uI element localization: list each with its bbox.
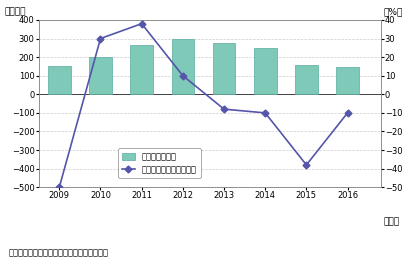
Text: （万台）: （万台） xyxy=(4,8,26,17)
Bar xyxy=(294,64,317,94)
Bar xyxy=(212,43,235,94)
Legend: 自動車販売台数, 伸び率（前年比、右軸）: 自動車販売台数, 伸び率（前年比、右軸） xyxy=(118,148,200,178)
Bar xyxy=(130,45,153,94)
Text: （年）: （年） xyxy=(383,217,399,226)
Bar xyxy=(253,48,276,94)
Text: （%）: （%） xyxy=(383,8,402,17)
Text: 資料：マークラインズから経済産業省作成。: 資料：マークラインズから経済産業省作成。 xyxy=(8,248,108,257)
Bar xyxy=(48,66,70,94)
Bar xyxy=(335,67,358,94)
Bar xyxy=(171,40,194,94)
Bar xyxy=(89,57,112,94)
